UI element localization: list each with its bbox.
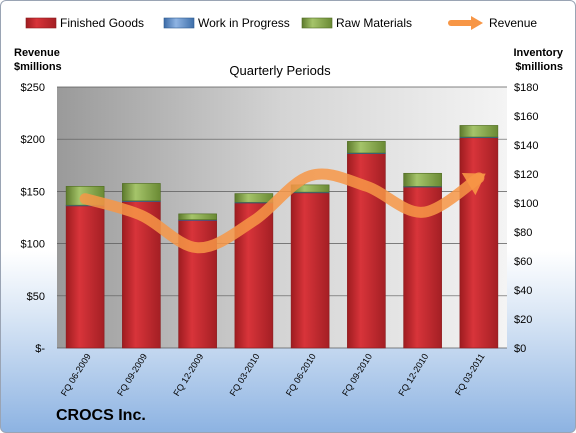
- bar-raw-materials: [122, 183, 161, 202]
- bar-finished-goods: [65, 205, 105, 349]
- right-tick-label: $100: [514, 198, 538, 210]
- bar-raw-materials: [178, 213, 217, 220]
- bar-raw-materials: [459, 125, 499, 138]
- revenue-arrowhead: [461, 173, 486, 196]
- left-tick-label: $250: [21, 82, 45, 94]
- right-axis-title-line1: Inventory: [513, 47, 563, 59]
- legend-label-finished-goods: Finished Goods: [60, 16, 144, 30]
- legend-arrowhead-revenue: [471, 16, 483, 30]
- right-tick-label: $180: [514, 82, 538, 94]
- legend-label-revenue: Revenue: [489, 16, 537, 30]
- legend-swatch-raw-materials: [301, 17, 333, 29]
- x-tick-label: FQ 03-2011: [453, 352, 487, 397]
- x-tick-label: FQ 09-2010: [340, 352, 374, 398]
- chart-subtitle: Quarterly Periods: [229, 63, 331, 78]
- company-name: CROCS Inc.: [56, 407, 146, 424]
- revenue-line: [79, 168, 485, 254]
- bar-finished-goods: [290, 192, 330, 349]
- right-axis-title-line2: $millions: [515, 61, 563, 73]
- legend-swatch-work-in-progress: [163, 17, 195, 29]
- bar-raw-materials: [347, 141, 386, 154]
- right-tick-label: $40: [514, 285, 532, 297]
- left-axis-title-line1: Revenue: [14, 47, 60, 59]
- bar-finished-goods: [459, 137, 499, 349]
- right-tick-label: $80: [514, 227, 532, 239]
- x-tick-label: FQ 06-2010: [284, 352, 318, 398]
- legend-swatch-finished-goods: [25, 17, 57, 29]
- right-tick-label: $0: [514, 343, 526, 355]
- left-axis-title-line2: $millions: [14, 61, 62, 73]
- x-tick-label: FQ 12-2010: [396, 352, 430, 398]
- bar-raw-materials: [403, 172, 442, 187]
- right-tick-label: $60: [514, 256, 532, 268]
- right-tick-label: $160: [514, 111, 538, 123]
- x-tick-label: FQ 09-2009: [115, 352, 149, 398]
- left-tick-label: $-: [35, 343, 45, 355]
- legend-label-raw-materials: Raw Materials: [336, 16, 412, 30]
- left-tick-label: $150: [21, 186, 45, 198]
- x-tick-label: FQ 12-2009: [171, 352, 205, 398]
- right-tick-label: $20: [514, 314, 532, 326]
- legend-label-work-in-progress: Work in Progress: [198, 16, 290, 30]
- left-tick-label: $200: [21, 134, 45, 146]
- right-tick-label: $120: [514, 169, 538, 181]
- x-tick-label: FQ 06-2009: [59, 352, 93, 398]
- bar-raw-materials: [234, 193, 274, 203]
- right-tick-label: $140: [514, 140, 538, 152]
- left-tick-label: $50: [27, 291, 45, 303]
- x-tick-label: FQ 03-2010: [228, 352, 262, 398]
- left-tick-label: $100: [21, 239, 45, 251]
